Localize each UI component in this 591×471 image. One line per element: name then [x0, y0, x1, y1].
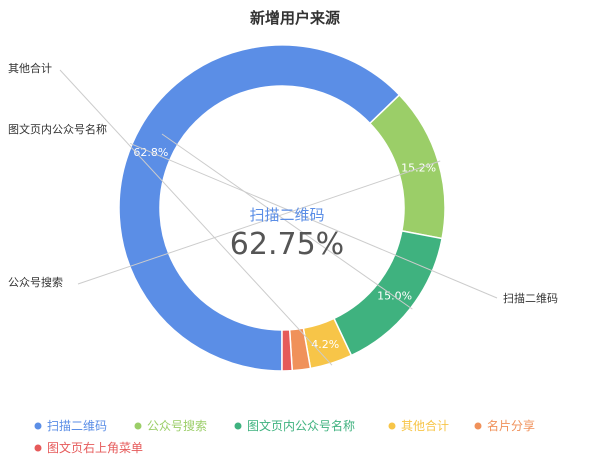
- legend-item[interactable]: 扫描二维码: [34, 419, 108, 433]
- slice-name-label: 公众号搜索: [8, 275, 63, 289]
- slice-name-label: 图文页内公众号名称: [8, 122, 107, 136]
- legend-label: 扫描二维码: [47, 419, 107, 433]
- legend-marker: [388, 422, 396, 430]
- legend-marker: [34, 422, 42, 430]
- legend-marker: [134, 422, 142, 430]
- slice-value-label: 4.2%: [311, 338, 339, 351]
- center-value: 62.75%: [230, 227, 344, 262]
- legend-item[interactable]: 名片分享: [474, 418, 536, 433]
- legend-label: 名片分享: [487, 418, 535, 433]
- donut-slices: [118, 44, 446, 372]
- slice-name-label: 扫描二维码: [503, 291, 558, 305]
- legend-item[interactable]: 图文页右上角菜单: [34, 440, 144, 455]
- slice-value-label: 15.0%: [377, 289, 412, 302]
- legend-item[interactable]: 公众号搜索: [134, 418, 208, 433]
- legend-marker: [34, 444, 42, 452]
- leader-line: [77, 160, 441, 285]
- slice-6: [281, 328, 294, 372]
- leader-line: [161, 133, 413, 310]
- legend-item[interactable]: 其他合计: [388, 418, 450, 433]
- leader-lines: [59, 69, 498, 366]
- chart-title: 新增用户来源: [250, 9, 340, 27]
- legend-label: 图文页内公众号名称: [247, 418, 355, 433]
- legend-marker: [234, 422, 242, 430]
- legend-label: 公众号搜索: [147, 418, 207, 433]
- legend-marker: [474, 422, 482, 430]
- legend-item[interactable]: 图文页内公众号名称: [234, 418, 356, 433]
- center-label: 扫描二维码: [249, 206, 324, 224]
- legend-label: 其他合计: [401, 418, 449, 433]
- leader-line: [130, 142, 498, 299]
- legend-label: 图文页右上角菜单: [47, 440, 143, 455]
- slice-1: [118, 44, 401, 372]
- leader-line: [59, 69, 333, 366]
- slice-name-label: 其他合计: [8, 61, 52, 75]
